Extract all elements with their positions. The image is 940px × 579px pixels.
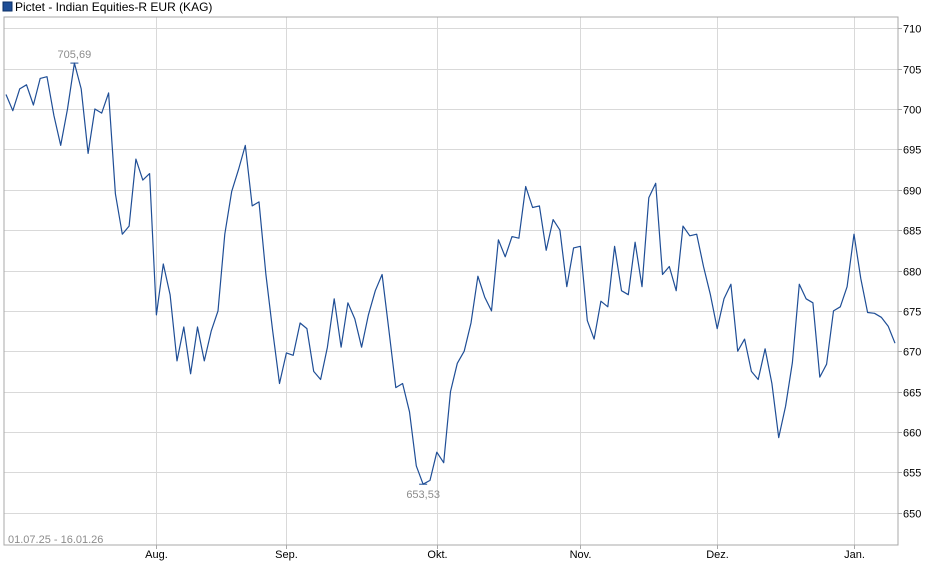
x-tick-label: Nov. xyxy=(570,549,592,561)
y-axis: 650 655 660 665 670 675 680 685 690 695 700 705 710 xyxy=(898,24,921,521)
y-tick-label: 685 xyxy=(903,226,921,238)
y-tick-label: 680 xyxy=(903,267,921,279)
y-tick-label: 655 xyxy=(903,468,921,480)
x-tick-label: Aug. xyxy=(145,549,168,561)
y-tick-label: 700 xyxy=(903,105,921,117)
series-line xyxy=(5,62,896,485)
legend-swatch xyxy=(2,1,13,12)
max-value-label: 705,69 xyxy=(58,49,92,61)
series-layer xyxy=(5,62,896,485)
y-tick-label: 675 xyxy=(903,307,921,319)
plot-frame xyxy=(3,16,899,546)
y-tick-label: 650 xyxy=(903,509,921,521)
date-range-label: 01.07.25 - 16.01.26 xyxy=(8,534,103,546)
y-tick-label: 690 xyxy=(903,186,921,198)
x-tick-label: Jan. xyxy=(844,549,865,561)
y-tick-label: 695 xyxy=(903,145,921,157)
y-tick-label: 670 xyxy=(903,347,921,359)
grid xyxy=(4,17,898,545)
y-tick-label: 705 xyxy=(903,65,921,77)
y-tick-label: 710 xyxy=(903,24,921,36)
min-value-label: 653,53 xyxy=(406,489,440,501)
legend: Pictet - Indian Equities-R EUR (KAG) xyxy=(2,0,212,14)
legend-label: Pictet - Indian Equities-R EUR (KAG) xyxy=(15,0,212,14)
x-axis: Aug. Sep. Okt. Nov. Dez. Jan. xyxy=(145,545,865,561)
y-tick-label: 660 xyxy=(903,428,921,440)
annotations: 705,69 653,53 xyxy=(58,49,440,501)
x-tick-label: Okt. xyxy=(427,549,447,561)
y-tick-label: 665 xyxy=(903,388,921,400)
x-tick-label: Sep. xyxy=(275,549,298,561)
x-tick-label: Dez. xyxy=(706,549,729,561)
